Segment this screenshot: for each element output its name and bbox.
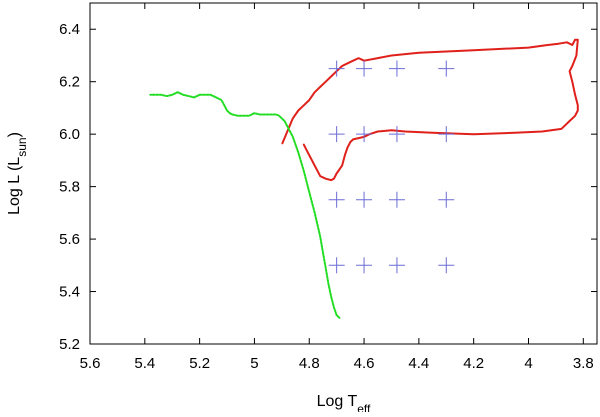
y-axis-title-close: ) [6, 132, 23, 137]
plus-marker [388, 191, 405, 208]
plus-marker [328, 257, 345, 274]
x-tick-label: 4.8 [299, 355, 320, 372]
plus-marker [388, 257, 405, 274]
y-axis-title-sub: sun [15, 137, 29, 156]
x-axis-title: Log Teff [317, 393, 371, 412]
x-tick-label: 4.2 [463, 355, 484, 372]
plus-marker [328, 126, 345, 143]
x-axis-title-sub: eff [357, 402, 371, 412]
plus-marker [438, 126, 455, 143]
x-tick-label: 4.6 [354, 355, 375, 372]
x-tick-label: 4.4 [408, 355, 429, 372]
x-tick-label: 5.4 [134, 355, 155, 372]
y-tick-label: 5.6 [59, 231, 80, 248]
x-tick-label: 5.6 [80, 355, 101, 372]
red-evolution-track [281, 38, 579, 182]
x-tick-label: 5 [250, 355, 258, 372]
tick-labels-layer: 5.6 5.4 5.2 5 4.8 4.6 4.4 4.2 4 3.8 5.2 5.4 5.6 5.8 6.… [59, 21, 594, 372]
y-axis-title-main: Log L (L [6, 157, 23, 215]
y-tick-label: 6.2 [59, 74, 80, 91]
y-tick-label: 6.0 [59, 126, 80, 143]
y-axis-title: Log L (Lsun) [6, 132, 29, 215]
x-tick-label: 5.2 [189, 355, 210, 372]
plus-marker [438, 257, 455, 274]
x-tick-label: 3.8 [573, 355, 594, 372]
plus-marker [356, 60, 373, 77]
green-evolution-track [149, 91, 341, 319]
plus-marker [356, 257, 373, 274]
y-tick-label: 5.4 [59, 284, 80, 301]
x-tick-label: 4 [524, 355, 532, 372]
plus-marker [356, 191, 373, 208]
plus-marker [438, 191, 455, 208]
y-tick-label: 5.8 [59, 179, 80, 196]
y-tick-label: 6.4 [59, 21, 80, 38]
plus-marker [328, 191, 345, 208]
y-tick-label: 5.2 [59, 336, 80, 353]
plot-frame [89, 2, 598, 345]
series-layer [149, 38, 579, 319]
plus-marker [388, 60, 405, 77]
x-axis-title-main: Log T [317, 393, 358, 410]
plus-marker [328, 60, 345, 77]
markers-layer [328, 60, 455, 274]
plus-marker [438, 60, 455, 77]
plus-marker [388, 126, 405, 143]
plus-marker [356, 126, 373, 143]
ticks-layer [89, 3, 597, 345]
